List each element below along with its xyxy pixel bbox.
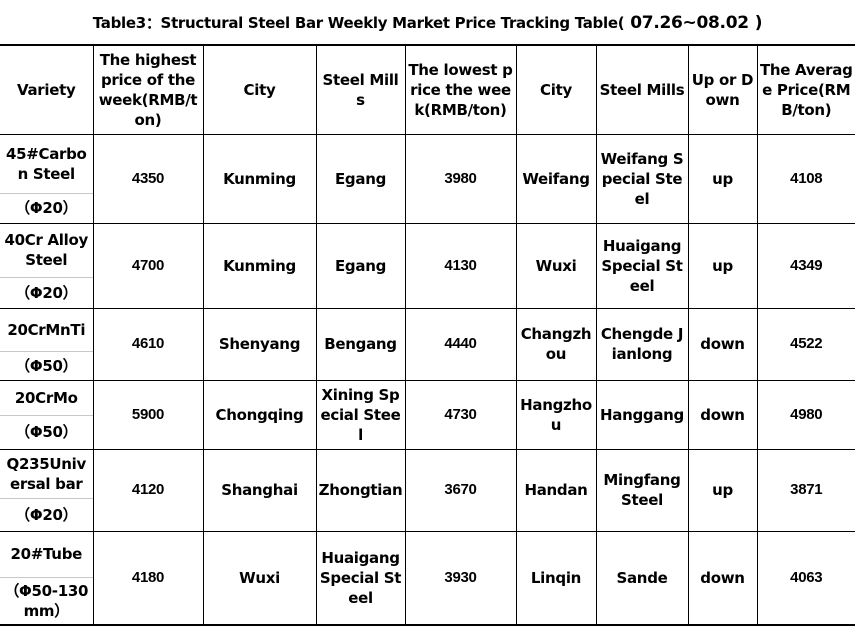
high-city-cell: Chongqing bbox=[202, 379, 317, 450]
high-city-cell: Kunming bbox=[202, 133, 317, 224]
header-high-mills: Steel Mills bbox=[315, 44, 406, 135]
average-price-cell: 3871 bbox=[756, 448, 855, 532]
table-row: 45#Carbon Steel （Φ20） 4350 Kunming Egang 3980… bbox=[0, 133, 855, 224]
header-average: The Average Price(RMB/ton) bbox=[756, 44, 855, 135]
variety-name: Q235Universal bar bbox=[0, 450, 93, 499]
variety-cell: 45#Carbon Steel （Φ20） bbox=[0, 133, 94, 224]
variety-cell: Q235Universal bar （Φ20） bbox=[0, 448, 94, 532]
low-city-cell: Hangzhou bbox=[515, 379, 597, 450]
lowest-price-cell: 4130 bbox=[404, 222, 517, 309]
table-row: 20#Tube （Φ50-130mm） 4180 Wuxi Huaigang Speci… bbox=[0, 530, 855, 625]
variety-cell: 40Cr Alloy Steel （Φ20） bbox=[0, 222, 94, 309]
high-mill-cell: Huaigang Special Steel bbox=[315, 530, 406, 625]
lowest-price-cell: 3980 bbox=[404, 133, 517, 224]
high-mill-cell: Egang bbox=[315, 222, 406, 309]
variety-name: 40Cr Alloy Steel bbox=[0, 224, 93, 278]
high-city-cell: Shanghai bbox=[202, 448, 317, 532]
variety-spec: （Φ20） bbox=[15, 283, 78, 302]
trend-cell: up bbox=[687, 448, 758, 532]
high-mill-cell: Xining Special Steel bbox=[315, 379, 406, 450]
variety-cell: 20#Tube （Φ50-130mm） bbox=[0, 530, 94, 625]
low-city-cell: Handan bbox=[515, 448, 597, 532]
trend-cell: down bbox=[687, 307, 758, 381]
variety-spec: （Φ20） bbox=[15, 505, 78, 524]
table-row: 40Cr Alloy Steel （Φ20） 4700 Kunming Egang 413… bbox=[0, 222, 855, 309]
low-mill-cell: Sande bbox=[595, 530, 689, 625]
average-price-cell: 4063 bbox=[756, 530, 855, 625]
variety-name: 20CrMo bbox=[0, 381, 93, 416]
low-mill-cell: Chengde Jianlong bbox=[595, 307, 689, 381]
highest-price-cell: 5900 bbox=[92, 379, 204, 450]
highest-price-cell: 4350 bbox=[92, 133, 204, 224]
variety-cell: 20CrMo （Φ50） bbox=[0, 379, 94, 450]
trend-cell: up bbox=[687, 222, 758, 309]
table-title: Table3：Structural Steel Bar Weekly Marke… bbox=[0, 0, 855, 44]
low-city-cell: Wuxi bbox=[515, 222, 597, 309]
highest-price-cell: 4180 bbox=[92, 530, 204, 625]
lowest-price-cell: 3930 bbox=[404, 530, 517, 625]
header-low-city: City bbox=[515, 44, 597, 135]
title-dates: 07.26~08.02 bbox=[630, 13, 749, 33]
variety-cell: 20CrMnTi （Φ50） bbox=[0, 307, 94, 381]
header-trend: Up or Down bbox=[687, 44, 758, 135]
table-row: 20CrMnTi （Φ50） 4610 Shenyang Bengang 4440 Chan… bbox=[0, 307, 855, 381]
low-city-cell: Changzhou bbox=[515, 307, 597, 381]
highest-price-cell: 4120 bbox=[92, 448, 204, 532]
high-mill-cell: Zhongtian bbox=[315, 448, 406, 532]
highest-price-cell: 4610 bbox=[92, 307, 204, 381]
lowest-price-cell: 3670 bbox=[404, 448, 517, 532]
variety-spec: （Φ20） bbox=[15, 199, 78, 217]
low-city-cell: Linqin bbox=[515, 530, 597, 625]
header-highest-price: The highest price of the week(RMB/ton) bbox=[92, 44, 204, 135]
title-text: Table3：Structural Steel Bar Weekly Marke… bbox=[92, 14, 625, 32]
variety-name: 20#Tube bbox=[0, 532, 93, 578]
high-city-cell: Kunming bbox=[202, 222, 317, 309]
lowest-price-cell: 4730 bbox=[404, 379, 517, 450]
average-price-cell: 4980 bbox=[756, 379, 855, 450]
high-mill-cell: Egang bbox=[315, 133, 406, 224]
trend-cell: down bbox=[687, 379, 758, 450]
low-city-cell: Weifang bbox=[515, 133, 597, 224]
average-price-cell: 4108 bbox=[756, 133, 855, 224]
price-table: Variety The highest price of the week(RM… bbox=[0, 44, 855, 626]
highest-price-cell: 4700 bbox=[92, 222, 204, 309]
variety-spec: （Φ50） bbox=[15, 356, 78, 375]
trend-cell: down bbox=[687, 530, 758, 625]
table-row: Q235Universal bar （Φ20） 4120 Shanghai Zhongt… bbox=[0, 448, 855, 532]
high-city-cell: Wuxi bbox=[202, 530, 317, 625]
table-row: 20CrMo （Φ50） 5900 Chongqing Xining Special S… bbox=[0, 379, 855, 450]
low-mill-cell: Huaigang Special Steel bbox=[595, 222, 689, 309]
variety-spec: （Φ50-130mm） bbox=[4, 581, 89, 620]
header-low-mills: Steel Mills bbox=[595, 44, 689, 135]
header-high-city: City bbox=[202, 44, 317, 135]
high-city-cell: Shenyang bbox=[202, 307, 317, 381]
variety-spec: （Φ50） bbox=[15, 423, 78, 441]
high-mill-cell: Bengang bbox=[315, 307, 406, 381]
header-variety: Variety bbox=[0, 44, 94, 135]
average-price-cell: 4522 bbox=[756, 307, 855, 381]
trend-cell: up bbox=[687, 133, 758, 224]
average-price-cell: 4349 bbox=[756, 222, 855, 309]
variety-name: 20CrMnTi bbox=[0, 309, 93, 352]
low-mill-cell: Hanggang bbox=[595, 379, 689, 450]
header-lowest-price: The lowest price the week(RMB/ton) bbox=[404, 44, 517, 135]
header-row: Variety The highest price of the week(RM… bbox=[0, 44, 855, 135]
title-close: ) bbox=[754, 13, 763, 33]
lowest-price-cell: 4440 bbox=[404, 307, 517, 381]
low-mill-cell: Weifang Special Steel bbox=[595, 133, 689, 224]
low-mill-cell: Mingfang Steel bbox=[595, 448, 689, 532]
variety-name: 45#Carbon Steel bbox=[0, 135, 93, 194]
